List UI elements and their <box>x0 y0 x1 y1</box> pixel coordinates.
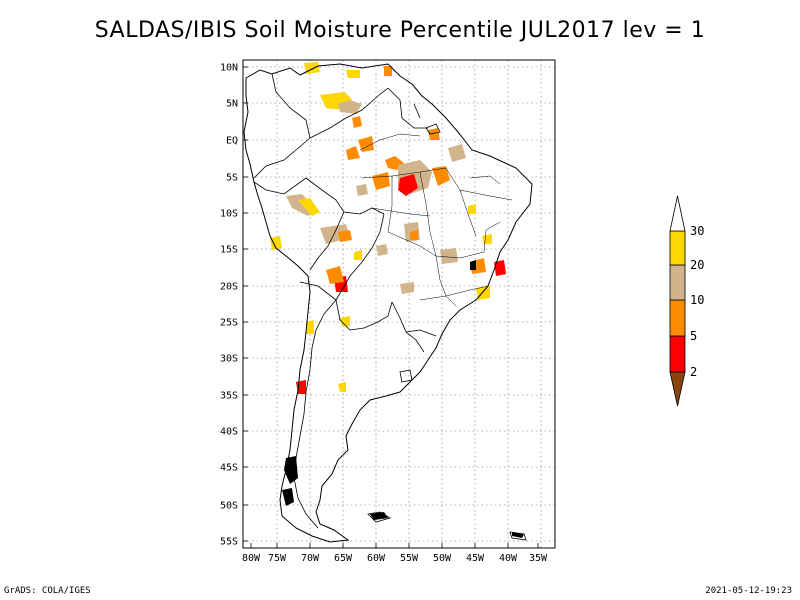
lon-tick-label: 50W <box>433 553 452 564</box>
country-borders <box>253 73 437 529</box>
colorbar-label-20: 20 <box>690 258 704 272</box>
lat-tick-label: 5S <box>226 173 238 184</box>
colorbar-segment-2-5 <box>669 335 686 373</box>
coastline <box>243 63 533 543</box>
colorbar-label-5: 5 <box>690 329 697 343</box>
lat-tick-label: 50S <box>220 501 238 512</box>
colorbar-arrow-below-2 <box>669 371 686 407</box>
lon-tick-label: 35W <box>529 553 548 564</box>
lat-tick-label: 55S <box>220 537 238 548</box>
map-frame <box>242 59 556 549</box>
state-borders <box>359 133 513 307</box>
latitude-tick-labels: 10N 5N EQ 5S 10S 15S 20S 25S 30S 35S 40S 45S 50S 55S <box>220 63 248 548</box>
lon-tick-label: 70W <box>301 553 320 564</box>
lat-tick-label: EQ <box>226 136 238 147</box>
lon-tick-label: 60W <box>367 553 386 564</box>
colorbar-label-30: 30 <box>690 224 704 238</box>
lat-tick-label: 20S <box>220 282 238 293</box>
colorbar-label-2: 2 <box>690 365 697 379</box>
lon-tick-label: 75W <box>268 553 287 564</box>
longitude-tick-labels: 80W 75W 70W 65W 60W 55W 50W 45W 40W 35W <box>242 543 548 564</box>
colorbar-segment-10-20 <box>669 264 686 301</box>
colorbar-segment-20-30 <box>669 230 686 266</box>
lat-tick-label: 10N <box>220 63 238 74</box>
lon-tick-label: 80W <box>242 553 261 564</box>
colorbar: 2 5 10 20 30 <box>669 195 704 407</box>
lat-tick-label: 10S <box>220 209 238 220</box>
lat-tick-label: 30S <box>220 354 238 365</box>
lat-tick-label: 5N <box>226 99 238 110</box>
percentile-patches <box>270 62 506 394</box>
lat-tick-label: 15S <box>220 245 238 256</box>
map-title: SALDAS/IBIS Soil Moisture Percentile JUL… <box>94 18 706 43</box>
lon-tick-label: 65W <box>334 553 353 564</box>
inland-water-marks <box>282 260 524 538</box>
colorbar-segment-5-10 <box>669 299 686 337</box>
lat-tick-label: 45S <box>220 463 238 474</box>
colorbar-label-10: 10 <box>690 293 704 307</box>
colorbar-arrow-above-30 <box>669 195 686 232</box>
islands <box>367 123 527 541</box>
lon-tick-label: 45W <box>466 553 485 564</box>
lon-tick-label: 40W <box>499 553 518 564</box>
grid-lines <box>243 60 555 548</box>
lon-tick-label: 55W <box>400 553 419 564</box>
lat-tick-label: 40S <box>220 427 238 438</box>
lat-tick-label: 35S <box>220 391 238 402</box>
footer-credit: GrADS: COLA/IGES <box>4 586 91 596</box>
lat-tick-label: 25S <box>220 318 238 329</box>
footer-timestamp: 2021-05-12-19:23 <box>705 586 792 596</box>
